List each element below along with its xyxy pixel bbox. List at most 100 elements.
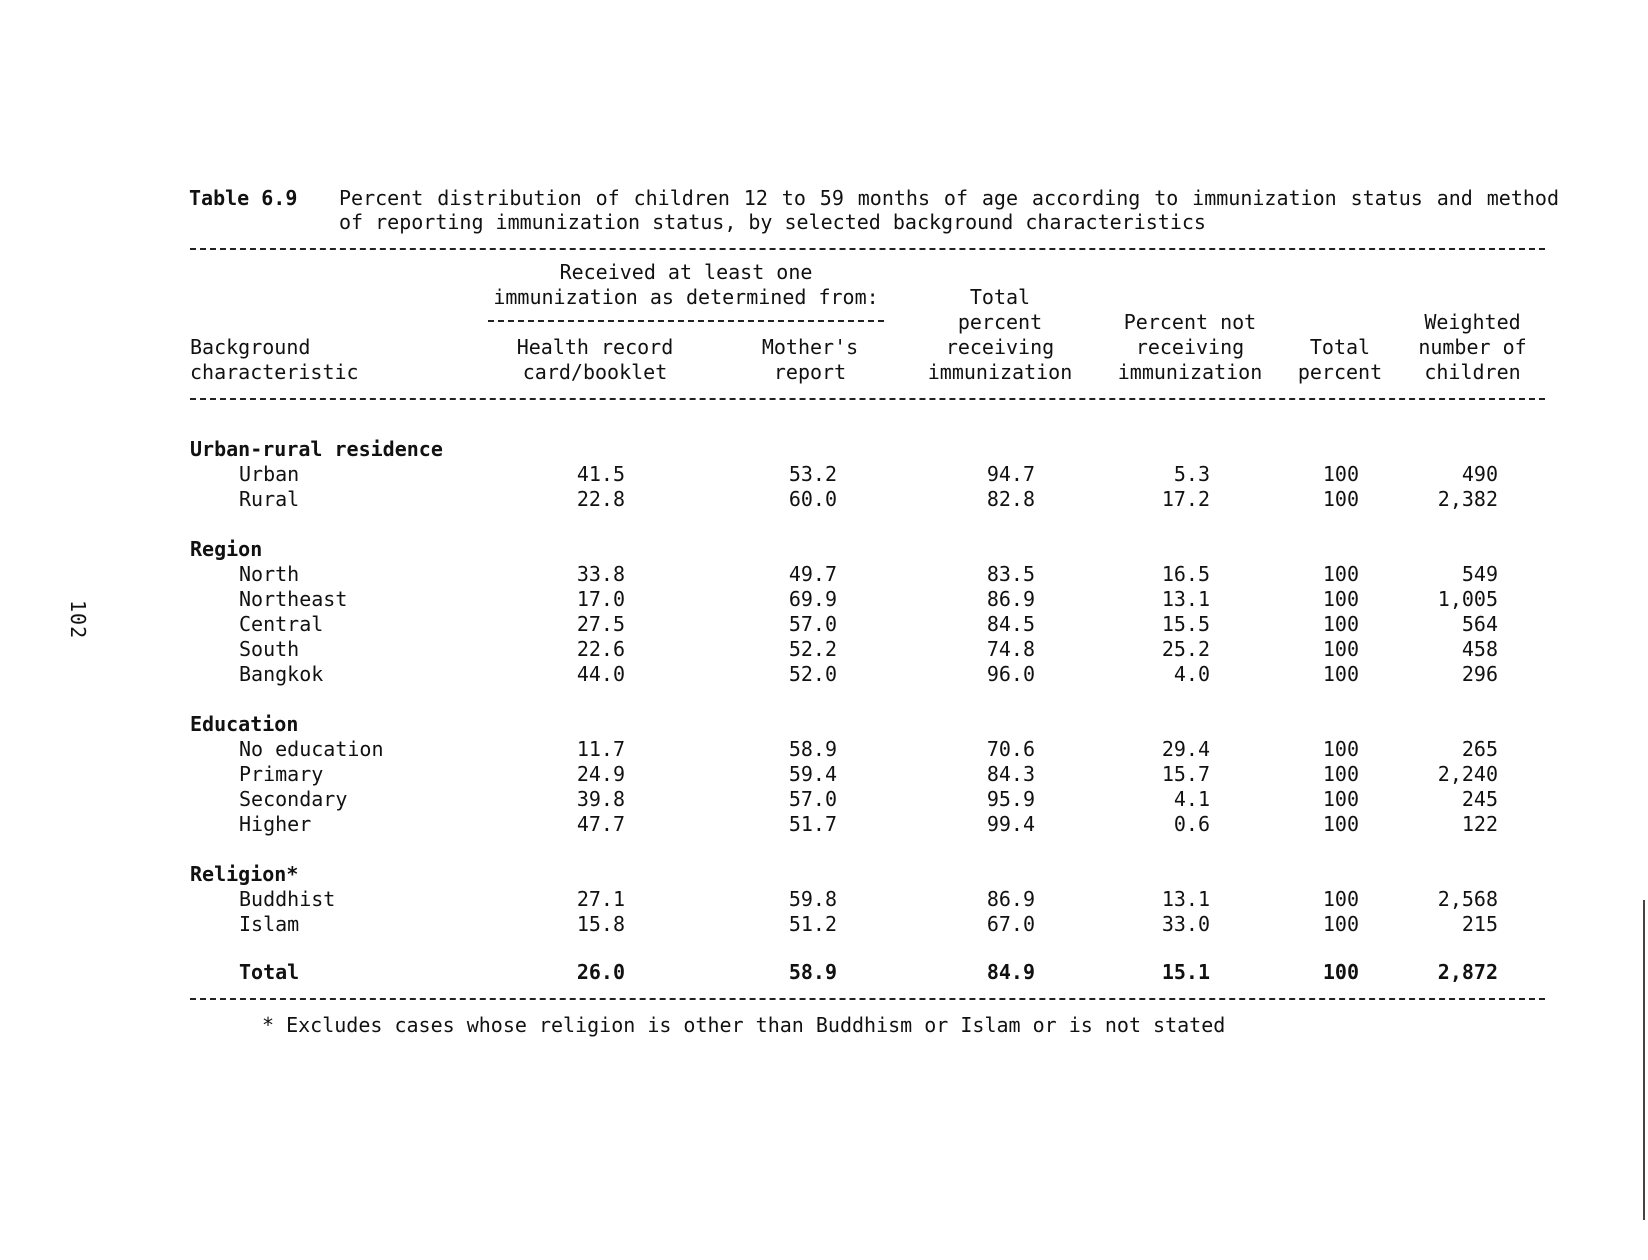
table-label: Table 6.9 [189, 186, 298, 210]
table-row: South 22.6 52.2 74.8 25.2 100 458 [0, 637, 1648, 662]
mothers-report-cell: 51.7 [788, 812, 837, 836]
mothers-report-cell: 59.8 [788, 887, 837, 911]
not-receiving-cell: 5.3 [1173, 462, 1210, 486]
header-rule [190, 398, 1545, 400]
mothers-report-cell: 69.9 [788, 587, 837, 611]
group-heading: Education [190, 712, 299, 736]
health-record-cell: 27.5 [576, 612, 625, 636]
row-label: No education [239, 737, 384, 761]
total-receiving-cell: 84.3 [986, 762, 1035, 786]
not-receiving-cell: 29.4 [1161, 737, 1210, 761]
total-receiving-cell: 67.0 [986, 912, 1035, 936]
table-row: Urban 41.5 53.2 94.7 5.3 100 490 [0, 462, 1648, 487]
health-record-cell: 17.0 [576, 587, 625, 611]
scan-edge-mark [1643, 900, 1645, 1220]
row-label: Urban [239, 462, 300, 486]
weighted-number-cell: 2,240 [1437, 762, 1498, 786]
group-heading: Religion* [190, 862, 299, 886]
row-label: Buddhist [239, 887, 336, 911]
row-label: South [239, 637, 300, 661]
table-row: Primary 24.9 59.4 84.3 15.7 100 2,240 [0, 762, 1648, 787]
total-receiving-cell: 74.8 [986, 637, 1035, 661]
not-receiving-cell: 0.6 [1173, 812, 1210, 836]
weighted-number-cell: 296 [1461, 662, 1498, 686]
health-record-cell: 26.0 [576, 960, 625, 984]
table-row: No education 11.7 58.9 70.6 29.4 100 265 [0, 737, 1648, 762]
weighted-number-cell: 549 [1461, 562, 1498, 586]
not-receiving-cell: 4.0 [1173, 662, 1210, 686]
health-record-cell: 39.8 [576, 787, 625, 811]
weighted-number-cell: 245 [1461, 787, 1498, 811]
row-label: Secondary [239, 787, 348, 811]
total-percent-cell: 100 [1322, 662, 1359, 686]
total-percent-cell: 100 [1322, 787, 1359, 811]
table-row: North 33.8 49.7 83.5 16.5 100 549 [0, 562, 1648, 587]
table-row: Northeast 17.0 69.9 86.9 13.1 100 1,005 [0, 587, 1648, 612]
not-receiving-cell: 15.1 [1161, 960, 1210, 984]
total-percent-cell: 100 [1322, 612, 1359, 636]
row-label: Central [239, 612, 324, 636]
total-receiving-cell: 94.7 [986, 462, 1035, 486]
weighted-number-cell: 122 [1461, 812, 1498, 836]
weighted-number-cell: 2,568 [1437, 887, 1498, 911]
health-record-cell: 47.7 [576, 812, 625, 836]
weighted-number-cell: 2,872 [1437, 960, 1498, 984]
row-label: Islam [239, 912, 300, 936]
weighted-number-cell: 265 [1461, 737, 1498, 761]
total-receiving-cell: 82.8 [986, 487, 1035, 511]
mothers-report-cell: 58.9 [788, 737, 837, 761]
header-total-receiving: Total percent receiving immunization [927, 285, 1073, 384]
table-row: Central 27.5 57.0 84.5 15.5 100 564 [0, 612, 1648, 637]
health-record-cell: 11.7 [576, 737, 625, 761]
row-label: Total [239, 960, 300, 984]
total-percent-cell: 100 [1322, 812, 1359, 836]
mothers-report-cell: 53.2 [788, 462, 837, 486]
weighted-number-cell: 2,382 [1437, 487, 1498, 511]
mothers-report-cell: 58.9 [788, 960, 837, 984]
total-receiving-cell: 84.5 [986, 612, 1035, 636]
weighted-number-cell: 490 [1461, 462, 1498, 486]
header-health-record: Health record card/booklet [516, 335, 674, 384]
health-record-cell: 22.8 [576, 487, 625, 511]
not-receiving-cell: 4.1 [1173, 787, 1210, 811]
mothers-report-cell: 49.7 [788, 562, 837, 586]
bottom-rule [190, 998, 1545, 1000]
not-receiving-cell: 13.1 [1161, 587, 1210, 611]
total-percent-cell: 100 [1322, 737, 1359, 761]
total-receiving-cell: 86.9 [986, 587, 1035, 611]
total-percent-cell: 100 [1322, 637, 1359, 661]
table-row: Secondary 39.8 57.0 95.9 4.1 100 245 [0, 787, 1648, 812]
health-record-cell: 15.8 [576, 912, 625, 936]
row-label: North [239, 562, 300, 586]
health-record-cell: 44.0 [576, 662, 625, 686]
weighted-number-cell: 564 [1461, 612, 1498, 636]
not-receiving-cell: 13.1 [1161, 887, 1210, 911]
mothers-report-cell: 52.2 [788, 637, 837, 661]
weighted-number-cell: 458 [1461, 637, 1498, 661]
header-mothers-report: Mother's report [761, 335, 859, 384]
health-record-cell: 33.8 [576, 562, 625, 586]
mothers-report-cell: 60.0 [788, 487, 837, 511]
group-heading: Region [190, 537, 263, 561]
not-receiving-cell: 15.5 [1161, 612, 1210, 636]
top-rule [190, 248, 1545, 250]
mothers-report-cell: 51.2 [788, 912, 837, 936]
health-record-cell: 41.5 [576, 462, 625, 486]
total-receiving-cell: 83.5 [986, 562, 1035, 586]
total-receiving-cell: 70.6 [986, 737, 1035, 761]
row-label: Bangkok [239, 662, 324, 686]
header-background: Background characteristic [190, 335, 359, 384]
row-label: Northeast [239, 587, 348, 611]
table-caption: Table 6.9 Percent distribution of childr… [189, 186, 1559, 234]
total-percent-cell: 100 [1322, 887, 1359, 911]
total-receiving-cell: 96.0 [986, 662, 1035, 686]
table-row: Buddhist 27.1 59.8 86.9 13.1 100 2,568 [0, 887, 1648, 912]
not-receiving-cell: 25.2 [1161, 637, 1210, 661]
not-receiving-cell: 17.2 [1161, 487, 1210, 511]
health-record-cell: 22.6 [576, 637, 625, 661]
mothers-report-cell: 52.0 [788, 662, 837, 686]
table-row: Rural 22.8 60.0 82.8 17.2 100 2,382 [0, 487, 1648, 512]
not-receiving-cell: 33.0 [1161, 912, 1210, 936]
header-weighted: Weighted number of children [1418, 310, 1527, 384]
health-record-cell: 24.9 [576, 762, 625, 786]
